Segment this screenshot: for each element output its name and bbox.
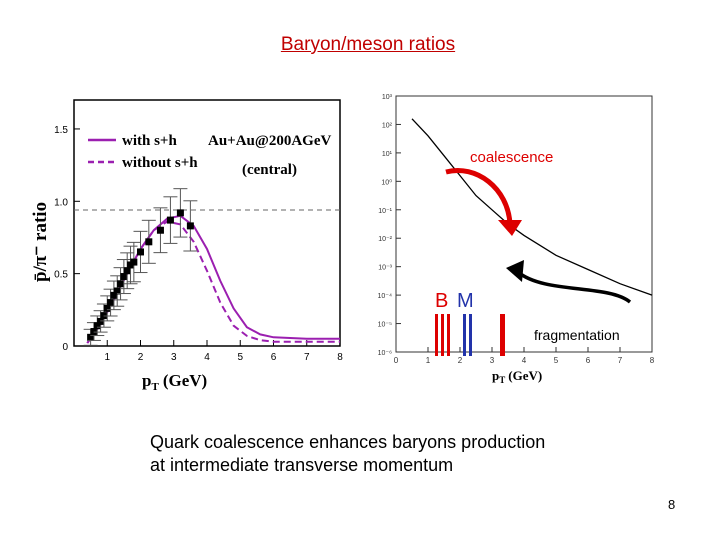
- data-point: [176, 209, 184, 217]
- right-xtick-label: 2: [458, 356, 463, 365]
- data-point: [110, 291, 118, 299]
- left-xtick-label: 1: [104, 352, 110, 363]
- right-ytick-label: 10⁻⁴: [378, 293, 393, 300]
- right-xtick-label: 0: [394, 356, 399, 365]
- left-ytick-label: 1.0: [54, 197, 68, 208]
- left-xtick-label: 6: [271, 352, 277, 363]
- right-ytick-label: 10⁰: [381, 178, 392, 186]
- right-xtick-label: 3: [490, 356, 495, 365]
- fragmentation-label: fragmentation: [534, 327, 620, 343]
- curve-without-sh: [86, 220, 340, 344]
- baryon-bar-4: [500, 314, 505, 356]
- data-point: [130, 258, 138, 266]
- right-xtick-label: 6: [586, 356, 591, 365]
- right-ytick-label: 10³: [382, 94, 393, 101]
- data-point: [137, 248, 144, 256]
- data-point: [90, 328, 98, 336]
- right-ytick-label: 10⁻²: [378, 236, 392, 243]
- left-ytick-label: 0.5: [54, 270, 68, 281]
- legend-without-sh: without s+h: [122, 155, 198, 171]
- slide-title: Baryon/meson ratios: [280, 34, 456, 55]
- right-xtick-label: 8: [650, 356, 655, 365]
- spectrum-curve: [411, 118, 653, 296]
- right-ytick-label: 10⁻⁵: [378, 322, 392, 329]
- baryon-bar-3: [447, 314, 450, 356]
- left-plot-xlabel: pT (GeV): [142, 371, 207, 393]
- data-point: [87, 333, 95, 341]
- caption-line-1: Quark coalescence enhances baryons produ…: [150, 432, 546, 452]
- right-plot-frame: [395, 95, 653, 353]
- left-plot-ylabel: p̄/π⁻ ratio: [30, 202, 51, 282]
- data-point: [107, 299, 115, 307]
- coalescence-arrow-head: [498, 220, 522, 236]
- right-ytick-label: 10⁻¹: [378, 208, 392, 215]
- slide-caption: Quark coalescence enhances baryons produ…: [150, 431, 545, 477]
- right-spectra-plot: 10³ 10² 10¹ 10⁰ 10⁻¹ 10⁻² 10⁻³ 10⁻⁴ 10⁻⁵ 10⁻⁶ 0 1 2…: [378, 94, 655, 385]
- data-point: [186, 222, 194, 230]
- data-point: [123, 267, 131, 275]
- coalescence-arrow: [445, 168, 513, 225]
- right-ytick-label: 10¹: [382, 151, 393, 158]
- data-point: [103, 304, 111, 312]
- right-plot-curve: [411, 118, 653, 296]
- right-plot-yticks: 10³ 10² 10¹ 10⁰ 10⁻¹ 10⁻² 10⁻³ 10⁻⁴ 10⁻⁵ 10⁻⁶: [378, 94, 401, 357]
- left-xtick-label: 7: [304, 352, 310, 363]
- left-plot-data-points: [83, 188, 198, 346]
- coalescence-label: coalescence: [470, 149, 553, 166]
- data-point: [97, 317, 105, 325]
- page-number: 8: [668, 497, 676, 512]
- data-point: [166, 216, 174, 224]
- left-xtick-label: 4: [204, 352, 210, 363]
- baryon-label: B: [435, 290, 448, 312]
- right-xtick-label: 5: [554, 356, 559, 365]
- system-annotation: Au+Au@200AGeV: [208, 133, 332, 149]
- data-point: [117, 280, 125, 288]
- right-xtick-label: 4: [522, 356, 527, 365]
- right-ytick-label: 10⁻³: [378, 265, 392, 272]
- left-plot-xticks: 1 2 3 4 5 6 7 8: [104, 340, 343, 363]
- caption-line-2: at intermediate transverse momentum: [150, 455, 454, 475]
- left-ytick-label: 1.5: [54, 125, 68, 136]
- meson-bar-1: [463, 314, 466, 356]
- meson-bar-2: [469, 314, 472, 356]
- meson-label: M: [457, 290, 474, 312]
- left-xtick-label: 3: [171, 352, 177, 363]
- left-xtick-label: 5: [237, 352, 243, 363]
- centrality-annotation: (central): [242, 162, 297, 178]
- right-xtick-label: 1: [426, 356, 431, 365]
- baryon-bar-2: [441, 314, 444, 356]
- left-xtick-label: 8: [337, 352, 343, 363]
- baryon-bar-1: [435, 314, 438, 356]
- data-point: [145, 238, 153, 246]
- right-xtick-label: 7: [618, 356, 623, 365]
- data-point: [156, 226, 164, 234]
- legend-with-sh: with s+h: [122, 133, 177, 149]
- right-plot-xticks: 0 1 2 3 4 5 6 7 8: [394, 347, 655, 365]
- data-point: [93, 322, 101, 330]
- right-plot-xlabel: pT (GeV): [492, 368, 542, 385]
- left-plot-yticks: 0 0.5 1.0 1.5: [54, 125, 80, 353]
- right-ytick-label: 10²: [382, 122, 393, 129]
- fragmentation-arrow-head: [506, 260, 524, 282]
- data-point: [113, 287, 121, 295]
- baryon-meson-bars: [435, 314, 505, 356]
- left-ytick-label: 0: [62, 342, 68, 353]
- left-xtick-label: 2: [138, 352, 144, 363]
- right-ytick-label: 10⁻⁶: [378, 350, 392, 357]
- fragmentation-arrow: [516, 270, 632, 304]
- data-point: [120, 273, 128, 281]
